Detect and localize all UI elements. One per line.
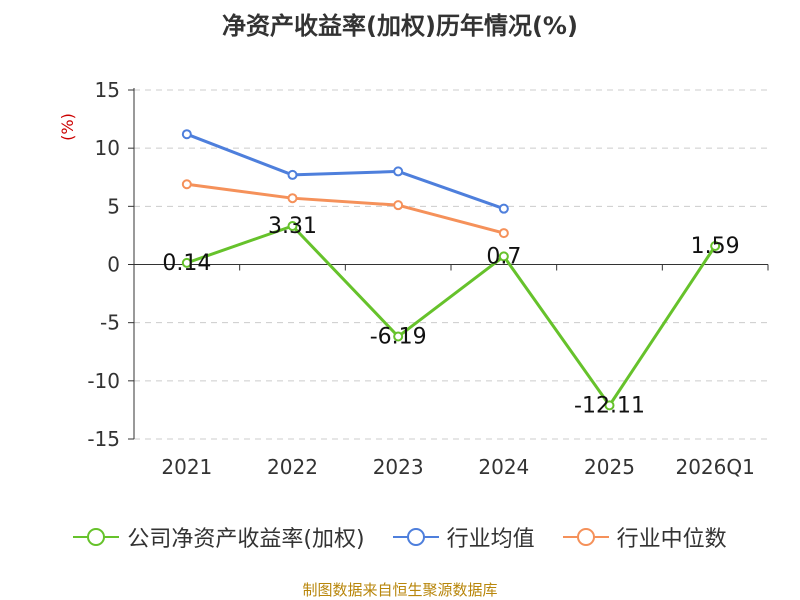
y-tick-label: -15: [87, 427, 120, 451]
data-label: 1.59: [691, 234, 740, 259]
legend-label: 行业中位数: [616, 527, 727, 552]
series-line-1: [186, 132, 505, 211]
x-tick-label: 2025: [584, 455, 635, 479]
data-label: -6.19: [370, 325, 427, 350]
x-tick-label: 2022: [267, 455, 318, 479]
y-tick-label: 0: [107, 253, 120, 277]
data-label: 0.7: [486, 244, 521, 269]
legend: 公司净资产收益率(加权) 行业均值 行业中位数: [0, 520, 800, 554]
legend-item-industry-median[interactable]: 行业中位数: [562, 521, 727, 553]
data-point: [498, 203, 509, 214]
data-point: [181, 179, 192, 190]
legend-line-icon: [73, 528, 120, 546]
x-tick-label: 2026Q1: [675, 455, 754, 479]
legend-line-icon: [562, 528, 609, 546]
axis-layer: 15 10 5 0 -5 -10 -15 2021 2022 2023 2024 2025 2026Q1: [87, 78, 769, 479]
data-point: [604, 400, 615, 411]
data-point: [287, 193, 298, 204]
data-point: [393, 331, 404, 342]
data-label: 3.31: [268, 214, 317, 239]
y-tick-label: -10: [87, 369, 120, 393]
legend-item-company[interactable]: 公司净资产收益率(加权): [73, 521, 365, 553]
data-source-note: 制图数据来自恒生聚源数据库: [302, 581, 498, 599]
data-label-layer: 0.14 3.31 -6.19 0.7 -12.11 1.59: [162, 214, 739, 418]
data-point: [181, 129, 192, 140]
data-point: [498, 228, 509, 239]
data-point: [181, 257, 192, 268]
legend-label: 行业均值: [446, 527, 535, 552]
legend-label: 公司净资产收益率(加权): [127, 527, 365, 552]
data-label: -12.11: [574, 393, 645, 418]
grid-layer: [134, 89, 768, 440]
data-point: [393, 200, 404, 211]
y-tick-label: 10: [95, 136, 120, 160]
legend-item-industry-mean[interactable]: 行业均值: [392, 521, 535, 553]
y-tick-label: -5: [100, 311, 120, 335]
data-point: [287, 169, 298, 180]
x-tick-label: 2021: [161, 455, 212, 479]
y-tick-label: 15: [95, 78, 120, 102]
series-layer: [181, 129, 721, 411]
series-line-2: [186, 182, 505, 235]
chart-title: 净资产收益率(加权)历年情况(%): [222, 12, 578, 40]
x-tick-label: 2023: [373, 455, 424, 479]
legend-line-icon: [392, 528, 439, 546]
data-point: [287, 220, 298, 231]
series-line-0: [186, 224, 717, 407]
data-point: [498, 251, 509, 262]
data-label: 0.14: [162, 251, 211, 276]
data-point: [710, 241, 721, 252]
y-tick-label: 5: [107, 194, 120, 218]
y-axis-label: (%): [58, 113, 77, 141]
x-tick-label: 2024: [478, 455, 529, 479]
data-point: [393, 166, 404, 177]
